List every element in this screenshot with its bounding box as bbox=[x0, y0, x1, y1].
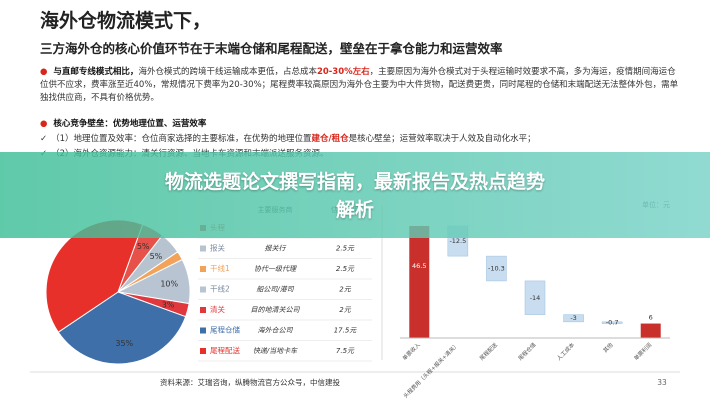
waterfall-bar bbox=[524, 280, 546, 315]
bar-value: -10.3 bbox=[488, 265, 505, 273]
waterfall-bar bbox=[409, 226, 430, 338]
legend-swatch bbox=[200, 307, 206, 313]
check-text: （1）地理位置及效率：仓位商家选择的主要标准，在优势的地理位置 bbox=[51, 134, 312, 144]
legend-swatch bbox=[200, 245, 206, 252]
slice-label: 35% bbox=[115, 339, 133, 348]
check-mark: ✓ bbox=[40, 134, 48, 144]
check-text: 是核心壁垒；运营效率取决于人效及自动化水平； bbox=[348, 134, 536, 144]
table-cell: 快递/当地卡车 bbox=[253, 347, 298, 355]
table-cell: 7.5元 bbox=[336, 347, 355, 355]
waterfall-bar bbox=[640, 323, 661, 338]
table-cell: 2.5元 bbox=[336, 245, 355, 253]
x-label: 单票收入 bbox=[401, 340, 423, 362]
legend-swatch bbox=[200, 266, 206, 272]
overlay-line: 物流选题论文撰写指南，最新报告及热点趋势 bbox=[164, 171, 545, 193]
legend-label: 清关 bbox=[210, 304, 225, 314]
x-label: 人工成本 bbox=[555, 340, 577, 362]
legend-swatch bbox=[200, 327, 206, 334]
bar-value: 46.5 bbox=[412, 262, 426, 270]
legend-swatch bbox=[200, 286, 206, 293]
waterfall-bar bbox=[486, 255, 507, 282]
bullet-dot: ● bbox=[40, 119, 48, 129]
x-label: 其他 bbox=[601, 340, 615, 354]
bullet-lead: 核心竞争壁垒：优势地理位置、运营效率 bbox=[53, 119, 207, 129]
overlay-line: 解析 bbox=[335, 199, 374, 221]
bullet-text: 20-30%左右 bbox=[316, 67, 370, 77]
legend-swatch bbox=[200, 348, 206, 354]
waterfall-bar bbox=[563, 314, 584, 323]
table-cell: 2元 bbox=[339, 306, 351, 314]
slice-label: 5% bbox=[150, 252, 163, 261]
bar-value: 6 bbox=[649, 314, 653, 322]
table-cell: 船公司/港司 bbox=[256, 286, 294, 294]
legend-label: 尾程配送 bbox=[210, 345, 240, 355]
bullet: ● 核心竞争壁垒：优势地理位置、运营效率 bbox=[40, 118, 680, 131]
subtitle: 三方海外仓的核心价值环节在于末端仓储和尾程配送，壁垒在于拿仓能力和运营效率 bbox=[40, 41, 503, 56]
footer-source: 资料来源：艾瑞咨询，纵腾物流官方公众号，中信建投 bbox=[160, 377, 340, 387]
legend-label: 报关 bbox=[210, 243, 225, 253]
table-cell: 协代一级代理 bbox=[254, 265, 297, 273]
bar-value: -0.7 bbox=[606, 319, 619, 327]
slice-label: 3% bbox=[162, 301, 175, 310]
legend-label: 干线1 bbox=[210, 263, 230, 273]
slice-label: 5% bbox=[137, 242, 150, 251]
pie-slice bbox=[57, 291, 187, 365]
bullet-text: ，主要原因为海外仓模式对于头程运输时效要求不高，多为海运，疫情期间海运仓位供不应… bbox=[40, 67, 679, 103]
bullet-text: 海外仓模式的跨境干线运输成本更低，占总成本 bbox=[138, 67, 317, 77]
legend-label: 尾程仓储 bbox=[210, 325, 240, 335]
table-cell: 报关行 bbox=[265, 245, 287, 253]
waterfall-bar bbox=[601, 321, 623, 324]
x-label: 尾程仓储 bbox=[516, 340, 538, 362]
bar-value: -14 bbox=[530, 294, 541, 302]
page-number: 33 bbox=[657, 378, 667, 387]
check-text: 建仓/租仓 bbox=[311, 134, 349, 144]
table-cell: 2元 bbox=[339, 286, 351, 294]
legend-label: 干线2 bbox=[210, 284, 230, 294]
slice-label: 10% bbox=[160, 280, 178, 289]
bar-value: -3 bbox=[570, 314, 576, 322]
table-cell: 2.5元 bbox=[336, 265, 355, 273]
bullet: ● 与直邮专线模式相比，海外仓模式的跨境干线运输成本更低，占总成本20-30%左右… bbox=[40, 66, 680, 105]
title: 海外仓物流模式下， bbox=[40, 10, 212, 32]
bullet-dot: ● bbox=[40, 67, 48, 77]
table-cell: 目的地清关公司 bbox=[251, 306, 301, 314]
check-item: ✓ （1）地理位置及效率：仓位商家选择的主要标准，在优势的地理位置建仓/租仓是核心… bbox=[40, 133, 680, 146]
bar-value: -12.5 bbox=[449, 237, 466, 245]
overlay-banner: 物流选题论文撰写指南，最新报告及热点趋势 解析 bbox=[0, 152, 710, 238]
table-cell: 17.5元 bbox=[334, 327, 358, 335]
x-label: 尾程配送 bbox=[478, 340, 500, 362]
x-label: 单票利润 bbox=[632, 340, 654, 362]
bullet-lead: 与直邮专线模式相比， bbox=[53, 67, 139, 77]
table-cell: 海外仓公司 bbox=[258, 327, 294, 335]
